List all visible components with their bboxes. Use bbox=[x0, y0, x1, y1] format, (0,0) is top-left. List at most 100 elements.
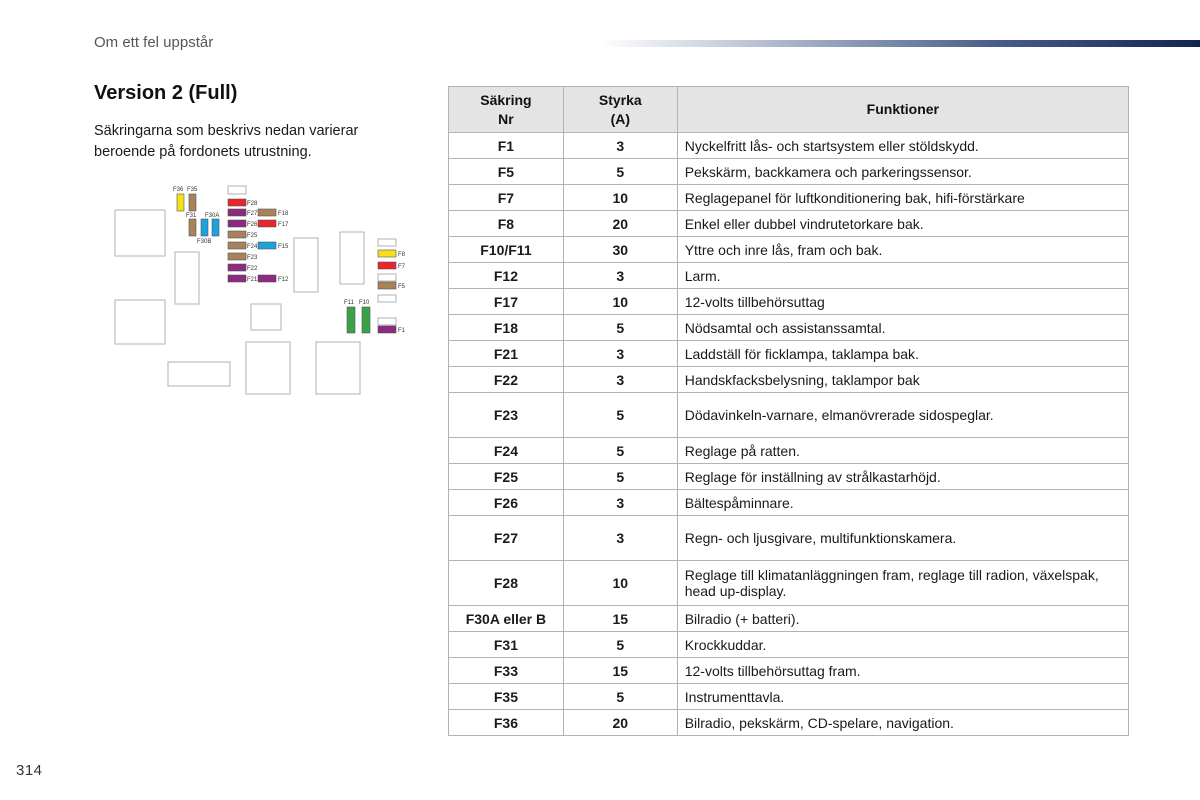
fuse-number-cell: F12 bbox=[448, 262, 564, 289]
function-cell: Enkel eller dubbel vindrutetorkare bak. bbox=[676, 210, 1130, 237]
table-row: F12 3 Larm. bbox=[448, 262, 1130, 289]
amperage-cell: 5 bbox=[562, 683, 678, 710]
label-f27: F27 bbox=[247, 211, 258, 217]
amperage-cell: 30 bbox=[562, 236, 678, 263]
label-f28: F28 bbox=[247, 201, 258, 207]
function-cell: Bältespåminnare. bbox=[676, 489, 1130, 516]
fuse-f7 bbox=[377, 261, 397, 270]
fuse-f28 bbox=[227, 198, 247, 207]
fuse-outline bbox=[227, 185, 247, 195]
table-row: F30A eller B 15 Bilradio (+ batteri). bbox=[448, 605, 1130, 632]
fuse-f15 bbox=[257, 241, 277, 250]
fuse-outline bbox=[377, 294, 397, 303]
table-row: F25 5 Reglage för inställning av strålkast… bbox=[448, 463, 1130, 490]
amperage-cell: 3 bbox=[562, 489, 678, 516]
fuse-f11 bbox=[346, 306, 356, 334]
amperage-cell: 5 bbox=[562, 463, 678, 490]
table-row: F24 5 Reglage på ratten. bbox=[448, 437, 1130, 464]
table-row: F22 3 Handskfacksbelysning, taklampor bak bbox=[448, 366, 1130, 393]
amperage-cell: 5 bbox=[562, 314, 678, 341]
label-f1: F1 bbox=[398, 328, 406, 334]
amperage-cell: 3 bbox=[562, 366, 678, 393]
label-f17: F17 bbox=[278, 222, 289, 228]
table-row: F18 5 Nödsamtal och assistanssamtal. bbox=[448, 314, 1130, 341]
label-f25: F25 bbox=[247, 233, 258, 239]
fuse-f24 bbox=[227, 241, 247, 250]
label-f7: F7 bbox=[398, 264, 406, 270]
function-cell: Laddställ för ficklampa, taklampa bak. bbox=[676, 340, 1130, 367]
label-f31: F31 bbox=[186, 213, 197, 219]
fuse-f18 bbox=[257, 208, 277, 217]
table-row: F5 5 Pekskärm, backkamera och parkeringsse… bbox=[448, 158, 1130, 185]
function-cell: Reglage på ratten. bbox=[676, 437, 1130, 464]
fuse-number-cell: F31 bbox=[448, 631, 564, 658]
function-cell: Handskfacksbelysning, taklampor bak bbox=[676, 366, 1130, 393]
table-row: F23 5 Dödavinkeln-varnare, elmanövrerade s… bbox=[448, 392, 1130, 438]
fuse-number-cell: F1 bbox=[448, 132, 564, 159]
fuse-f25 bbox=[227, 230, 247, 239]
relay-outline bbox=[250, 303, 282, 331]
amperage-cell: 15 bbox=[562, 605, 678, 632]
function-cell: Bilradio (+ batteri). bbox=[676, 605, 1130, 632]
fuse-number-cell: F25 bbox=[448, 463, 564, 490]
relay-outline bbox=[174, 251, 200, 305]
fuse-outline bbox=[377, 317, 397, 326]
section-title: Version 2 (Full) bbox=[94, 82, 238, 104]
amperage-cell: 10 bbox=[562, 560, 678, 606]
label-f30b: F30B bbox=[197, 239, 211, 245]
relay-outline bbox=[167, 361, 231, 387]
fuse-f23 bbox=[227, 252, 247, 261]
relay-outline bbox=[315, 341, 361, 395]
fuse-f12 bbox=[257, 274, 277, 283]
fuse-number-cell: F21 bbox=[448, 340, 564, 367]
label-f15: F15 bbox=[278, 244, 289, 250]
table-row: F17 10 12-volts tillbehörsuttag bbox=[448, 288, 1130, 315]
table-row: F8 20 Enkel eller dubbel vindrutetorkare b… bbox=[448, 210, 1130, 237]
amperage-cell: 3 bbox=[562, 132, 678, 159]
label-f24: F24 bbox=[247, 244, 258, 250]
table-row: F35 5 Instrumenttavla. bbox=[448, 683, 1130, 710]
fuse-f35 bbox=[188, 193, 197, 212]
header-gradient-bar bbox=[600, 40, 1200, 47]
label-f12: F12 bbox=[278, 277, 289, 283]
amperage-cell: 15 bbox=[562, 657, 678, 684]
fuse-outline bbox=[377, 238, 397, 247]
fuse-number-cell: F35 bbox=[448, 683, 564, 710]
fuse-number-cell: F18 bbox=[448, 314, 564, 341]
table-row: F33 15 12-volts tillbehörsuttag fram. bbox=[448, 657, 1130, 684]
function-cell: Nödsamtal och assistanssamtal. bbox=[676, 314, 1130, 341]
amperage-cell: 5 bbox=[562, 158, 678, 185]
function-cell: Bilradio, pekskärm, CD-spelare, navigati… bbox=[676, 709, 1130, 736]
table-header-row: Säkring Nr Styrka (A) Funktioner bbox=[448, 86, 1130, 133]
fuse-f5 bbox=[377, 281, 397, 290]
fuse-number-cell: F10/F11 bbox=[448, 236, 564, 263]
amperage-cell: 3 bbox=[562, 262, 678, 289]
table-row: F31 5 Krockkuddar. bbox=[448, 631, 1130, 658]
amperage-cell: 20 bbox=[562, 709, 678, 736]
header-fuse-number: Säkring Nr bbox=[448, 86, 564, 133]
fuse-number-cell: F5 bbox=[448, 158, 564, 185]
function-cell: Larm. bbox=[676, 262, 1130, 289]
fuse-f21 bbox=[227, 274, 247, 283]
label-f8: F8 bbox=[398, 252, 406, 258]
amperage-cell: 10 bbox=[562, 288, 678, 315]
fuse-f36 bbox=[176, 193, 185, 212]
fuse-f27 bbox=[227, 208, 247, 217]
label-f22: F22 bbox=[247, 266, 258, 272]
function-cell: Reglage till klimatanläggningen fram, re… bbox=[676, 560, 1130, 606]
function-cell: Pekskärm, backkamera och parkeringssenso… bbox=[676, 158, 1130, 185]
label-f36: F36 bbox=[173, 187, 184, 193]
label-f18: F18 bbox=[278, 211, 289, 217]
amperage-cell: 10 bbox=[562, 184, 678, 211]
table-row: F1 3 Nyckelfritt lås- och startsystem elle… bbox=[448, 132, 1130, 159]
fuse-number-cell: F23 bbox=[448, 392, 564, 438]
table-row: F10/F11 30 Yttre och inre lås, fram och ba… bbox=[448, 236, 1130, 263]
amperage-cell: 3 bbox=[562, 515, 678, 561]
fuse-f30b bbox=[211, 218, 220, 237]
fuse-f8 bbox=[377, 249, 397, 258]
function-cell: 12-volts tillbehörsuttag fram. bbox=[676, 657, 1130, 684]
function-cell: Reglagepanel för luftkonditionering bak,… bbox=[676, 184, 1130, 211]
label-f26: F26 bbox=[247, 222, 258, 228]
relay-outline bbox=[245, 341, 291, 395]
amperage-cell: 5 bbox=[562, 392, 678, 438]
